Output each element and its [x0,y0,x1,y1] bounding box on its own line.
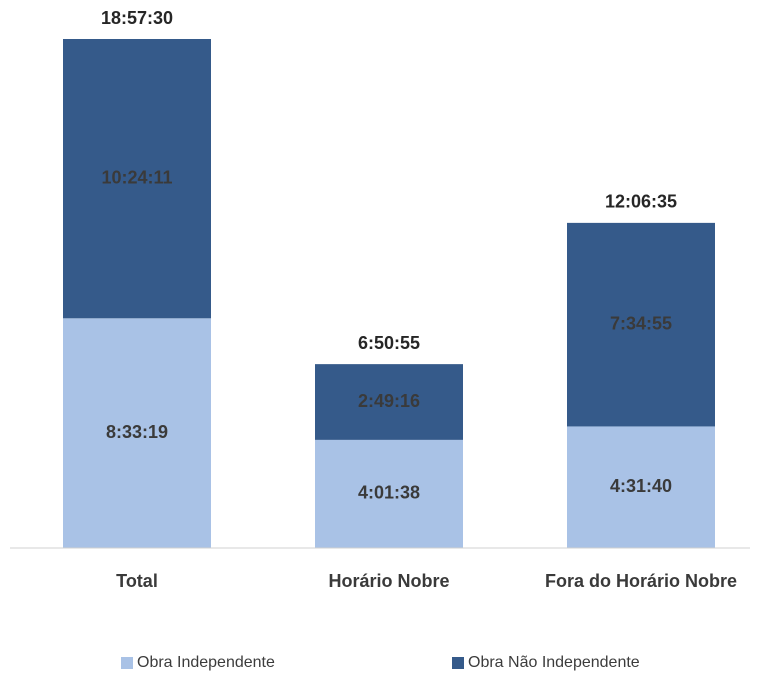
total-label-1: 6:50:55 [358,333,420,353]
legend-swatch-nao-independente [452,657,464,669]
legend-item-independente: Obra Independente [121,654,275,672]
data-label-nao-independente-1: 2:49:16 [358,391,420,411]
data-label-nao-independente-2: 7:34:55 [610,313,672,333]
bar-segment-independente-2 [567,426,715,548]
total-label-0: 18:57:30 [101,8,173,28]
data-label-nao-independente-0: 10:24:11 [101,167,172,187]
legend-swatch-independente [121,657,133,669]
legend-item-nao-independente: Obra Não Independente [452,654,640,672]
legend-label-independente: Obra Independente [137,654,275,671]
legend-label-nao-independente: Obra Não Independente [468,654,640,671]
data-label-independente-1: 4:01:38 [358,483,420,503]
bars-group [63,39,715,548]
data-label-independente-2: 4:31:40 [610,476,672,496]
category-label-2: Fora do Horário Nobre [545,571,737,591]
data-label-independente-0: 8:33:19 [106,422,168,442]
bar-segment-independente-1 [315,439,463,548]
bar-segment-nao-independente-2 [567,222,715,427]
labels-group: 8:33:19 10:24:11 18:57:30 Total 4:01:38 2:49:… [101,8,737,591]
total-label-2: 12:06:35 [605,192,677,212]
bar-segment-nao-independente-0 [63,39,211,319]
category-label-0: Total [116,571,158,591]
category-label-1: Horário Nobre [328,571,449,591]
bar-segment-independente-0 [63,318,211,548]
legend: Obra Independente Obra Não Independente [0,654,760,676]
bar-segment-nao-independente-1 [315,364,463,440]
